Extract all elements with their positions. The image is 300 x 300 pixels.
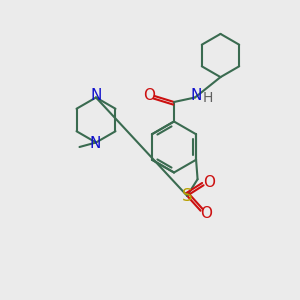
Text: O: O: [143, 88, 155, 103]
Text: S: S: [182, 187, 192, 205]
Text: N: N: [90, 136, 101, 152]
Text: O: O: [200, 206, 212, 221]
Text: N: N: [191, 88, 202, 104]
Text: H: H: [202, 91, 213, 105]
Text: N: N: [91, 88, 102, 104]
Text: O: O: [203, 175, 215, 190]
